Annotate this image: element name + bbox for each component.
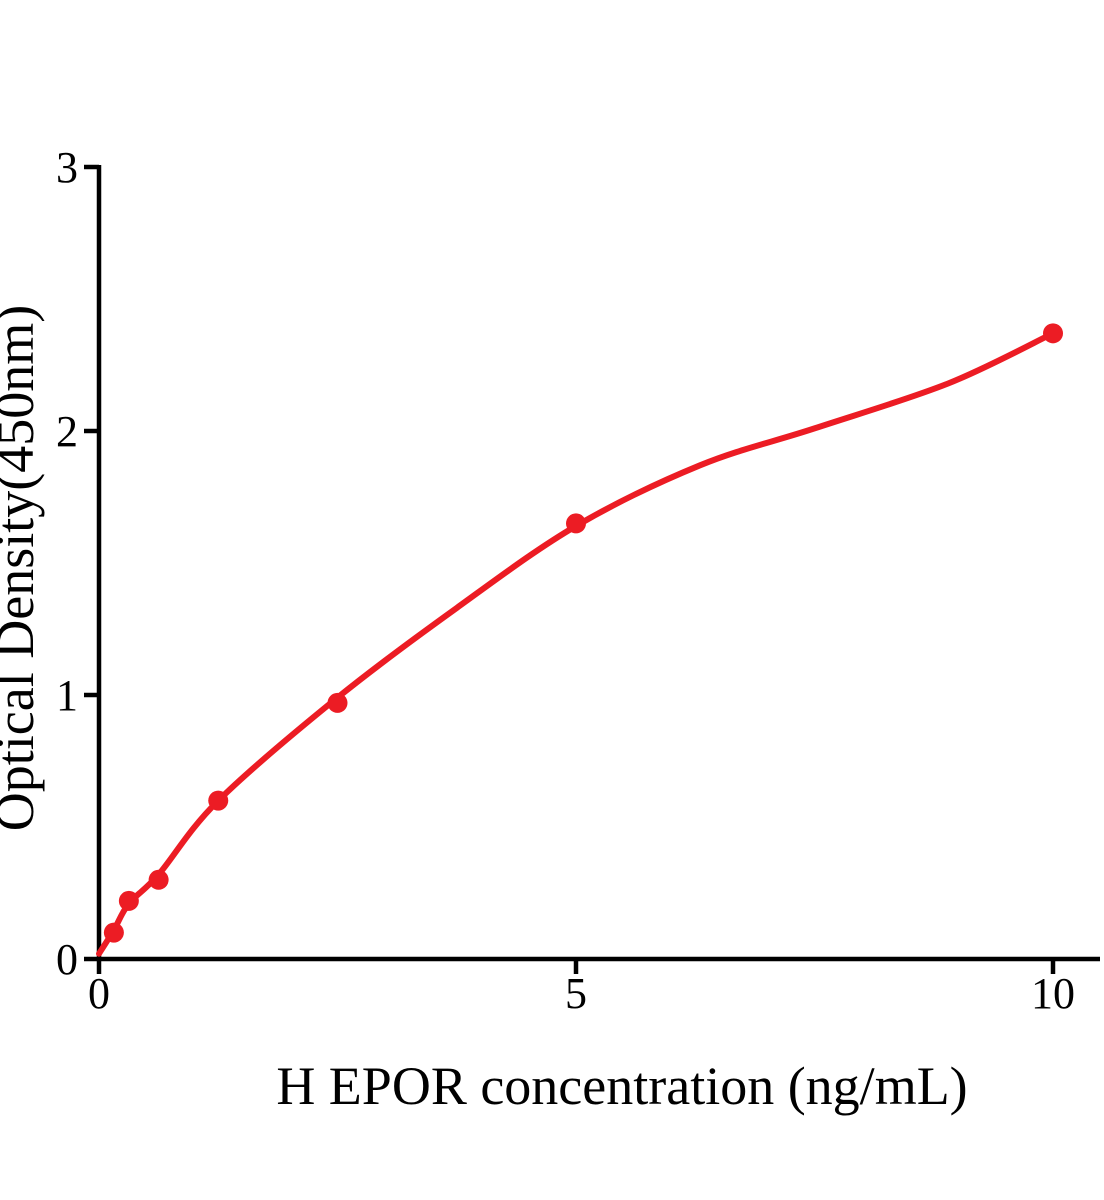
data-point [118, 890, 139, 911]
y-tick-label: 1 [56, 671, 78, 720]
data-point [208, 790, 229, 811]
x-tick-label: 0 [88, 969, 110, 1018]
data-point [103, 922, 124, 943]
y-tick-label: 3 [56, 143, 78, 192]
fit-curve-line [96, 330, 1056, 957]
plot-layer [96, 323, 1063, 957]
data-point [148, 869, 169, 890]
x-tick-label: 10 [1031, 969, 1075, 1018]
y-tick-label: 0 [56, 935, 78, 984]
data-point [327, 692, 348, 713]
data-point [1043, 323, 1063, 344]
y-axis-title: Optical Density(450nm) [0, 305, 45, 831]
x-tick-label: 5 [565, 969, 587, 1018]
x-axis-title: H EPOR concentration (ng/mL) [276, 1056, 967, 1116]
y-tick-label: 2 [56, 407, 78, 456]
axes-layer: 0 1 2 3 0 5 10 [56, 143, 1100, 1018]
data-point [566, 513, 586, 534]
